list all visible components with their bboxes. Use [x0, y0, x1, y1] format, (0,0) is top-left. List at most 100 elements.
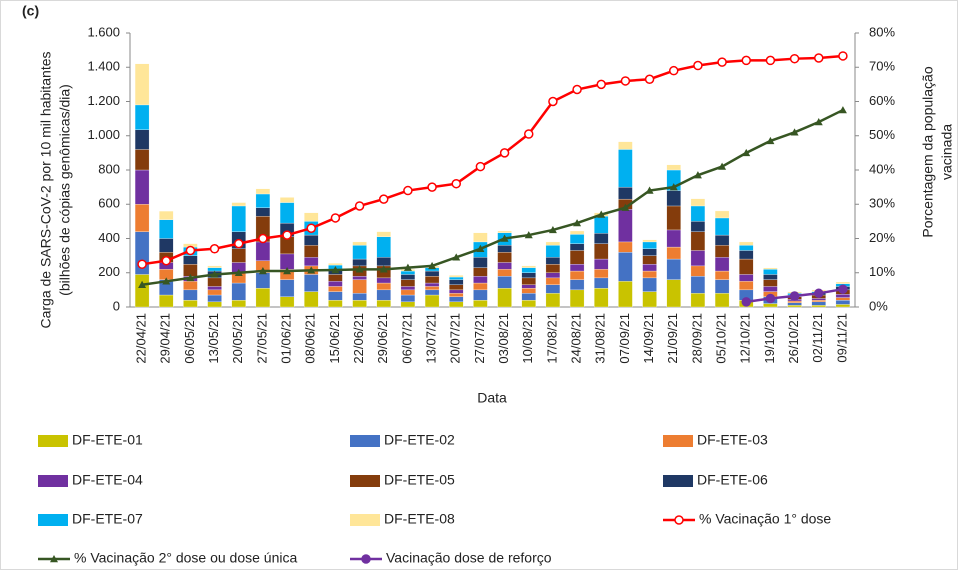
bar-segment [352, 276, 367, 280]
bar-segment [569, 289, 585, 308]
bar-segment [739, 245, 754, 251]
bar-segment [666, 246, 681, 260]
bar-segment [376, 277, 391, 284]
bar-segment [666, 279, 681, 308]
bar-segment [473, 299, 488, 308]
bar-segment [569, 279, 585, 291]
bar-segment [618, 252, 633, 282]
bar-segment [231, 202, 246, 207]
bar-segment [545, 257, 561, 265]
x-tick-label: 06/07/21 [399, 313, 414, 364]
bar-segment [545, 241, 561, 246]
bar-segment [811, 298, 826, 301]
bar-segment [473, 257, 488, 268]
bar-segment [328, 274, 343, 282]
line-marker [451, 178, 461, 189]
bar-segment [642, 291, 657, 308]
bar-segment [521, 299, 536, 308]
bar-segment [424, 289, 440, 296]
legend-label: DF-ETE-03 [697, 432, 768, 448]
bar-segment [159, 219, 174, 239]
bar-segment [594, 277, 609, 289]
x-tick-label: 10/08/21 [520, 313, 535, 364]
bar-segment [811, 305, 826, 308]
line-marker [475, 161, 486, 172]
x-tick-label: 07/09/21 [617, 313, 632, 364]
bar-segment [569, 270, 585, 280]
bar-segment [714, 234, 730, 246]
bar-segment [328, 291, 343, 301]
bar-segment [449, 284, 464, 291]
bar-segment [569, 250, 585, 265]
bar-segment [376, 231, 391, 237]
bar-segment [231, 205, 246, 232]
line-marker [572, 84, 582, 95]
legend-marker [674, 515, 684, 525]
bar-segment [642, 270, 657, 279]
line-marker [596, 79, 606, 90]
line-marker [354, 201, 365, 211]
bar-segment [449, 293, 464, 297]
bar-segment [714, 210, 730, 219]
line-marker [524, 129, 534, 139]
bar-segment [666, 258, 681, 280]
bar-segment [642, 241, 657, 249]
bar-segment [473, 267, 488, 277]
bar-segment [159, 238, 174, 253]
x-tick-label: 24/08/21 [569, 313, 584, 364]
line-marker [283, 267, 292, 275]
line [141, 108, 844, 286]
bar-segment [594, 288, 609, 308]
line-marker [330, 213, 341, 223]
bar-segment [811, 301, 826, 306]
line-marker [258, 267, 267, 275]
line-marker [137, 259, 147, 269]
x-tick-label: 29/04/21 [158, 313, 173, 364]
line-marker [669, 183, 678, 191]
bar-segment [642, 264, 657, 272]
bar-segment [521, 288, 536, 294]
bar-segment [424, 286, 440, 291]
x-tick-label: 09/11/21 [834, 313, 849, 363]
bar-segment [159, 294, 174, 308]
bar-segment [352, 299, 367, 308]
bar-segment [449, 275, 464, 278]
line-marker [644, 74, 655, 84]
bar-segment [521, 267, 536, 273]
legend-label: DF-ETE-04 [72, 472, 143, 488]
legend-swatch [38, 475, 68, 487]
bar-segment [690, 205, 706, 222]
bar-segment [714, 279, 730, 294]
y2-tick-label: 50% [869, 127, 895, 142]
line-marker [234, 238, 244, 249]
line-marker [620, 76, 631, 86]
bar-segment [835, 304, 851, 308]
line-marker [161, 256, 171, 266]
y-axis-title: Carga de SARS-CoV-2 por 10 mil habitante… [38, 51, 54, 328]
legend-swatch [350, 435, 380, 447]
legend-swatch [663, 435, 693, 447]
x-tick-label: 08/06/21 [303, 313, 318, 364]
bar-segment [763, 279, 778, 287]
bar-segment [207, 286, 222, 291]
legend-marker [361, 554, 371, 564]
line-marker [548, 225, 557, 234]
bar-segment [134, 204, 150, 232]
bar-segment [714, 217, 730, 236]
line-marker [789, 53, 800, 64]
bar-segment [449, 279, 464, 285]
bar-segment [304, 212, 319, 222]
bar-segment [352, 241, 367, 246]
y-axis-title: (bilhões de cópias genômicas/dia) [57, 84, 73, 296]
x-tick-label: 29/06/21 [375, 313, 390, 364]
bar-segment [134, 149, 150, 171]
bar-segment [449, 289, 464, 294]
bar-segment [304, 245, 319, 258]
bar-segment [521, 277, 536, 285]
line-marker [428, 261, 437, 270]
bar-segment [690, 231, 706, 251]
x-tick-label: 15/06/21 [327, 313, 342, 364]
line-marker [789, 291, 800, 301]
bar-segment [642, 248, 657, 256]
bar-segment [497, 245, 512, 253]
